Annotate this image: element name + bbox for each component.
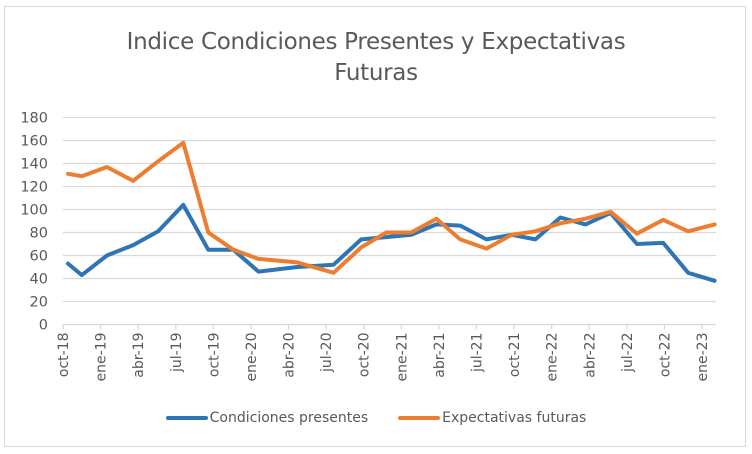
y-tick-label: 140: [20, 157, 48, 173]
x-tick-label: ene-19: [94, 333, 110, 382]
gridlines: [63, 116, 716, 303]
x-tick-label: ene-21: [394, 333, 410, 382]
chart-title: Indice Condiciones Presentes y Expectati…: [0, 27, 752, 89]
x-tick-label: ene-22: [545, 333, 561, 382]
y-tick-label: 60: [30, 249, 48, 265]
y-tick-label: 20: [30, 295, 48, 311]
legend-label: Expectativas futuras: [442, 410, 587, 426]
x-tick-label: jul-19: [169, 333, 185, 374]
legend-swatch-blue: [165, 416, 208, 420]
x-tick-label: jul-20: [319, 333, 335, 374]
legend-item-condiciones-presentes[interactable]: Condiciones presentes: [165, 410, 369, 426]
x-axis: oct-18 ene-19 abr-19 jul-19 oct-19 ene-20 abr-…: [56, 323, 716, 382]
legend-item-expectativas-futuras[interactable]: Expectativas futuras: [398, 410, 586, 426]
x-tick-label: abr-19: [131, 333, 147, 378]
y-tick-label: 160: [20, 134, 48, 150]
legend-swatch-orange: [398, 416, 441, 420]
y-tick-label: 0: [39, 318, 48, 334]
series-line-expectativas-futuras: [66, 140, 717, 275]
x-tick-label: jul-22: [620, 333, 636, 374]
x-tick-label: oct-21: [507, 333, 523, 378]
y-tick-label: 40: [30, 272, 48, 288]
x-tick-label: oct-18: [56, 333, 72, 378]
series-lines: [66, 140, 717, 283]
x-tick-label: ene-23: [695, 333, 711, 382]
x-tick-label: abr-20: [282, 333, 298, 378]
y-tick-label: 180: [20, 111, 48, 127]
x-tick-label: jul-21: [469, 333, 485, 374]
x-tick-label: oct-20: [357, 333, 373, 378]
chart-title-line-1: Indice Condiciones Presentes y Expectati…: [126, 29, 626, 55]
x-tick-label: oct-22: [657, 333, 673, 378]
chart-title-line-2: Futuras: [334, 60, 418, 86]
x-tick-label: oct-19: [206, 333, 222, 378]
y-tick-label: 120: [20, 180, 48, 196]
legend: Condiciones presentes Expectativas futur…: [0, 410, 752, 426]
y-tick-label: 80: [30, 226, 48, 242]
x-tick-label: abr-22: [582, 333, 598, 378]
x-tick-label: abr-21: [432, 333, 448, 378]
y-axis-tick-labels: 0 20 40 60 80 100 120 140 160 180: [20, 111, 48, 334]
x-tick-label: ene-20: [244, 333, 260, 382]
y-tick-label: 100: [20, 203, 48, 219]
legend-label: Condiciones presentes: [209, 410, 369, 426]
